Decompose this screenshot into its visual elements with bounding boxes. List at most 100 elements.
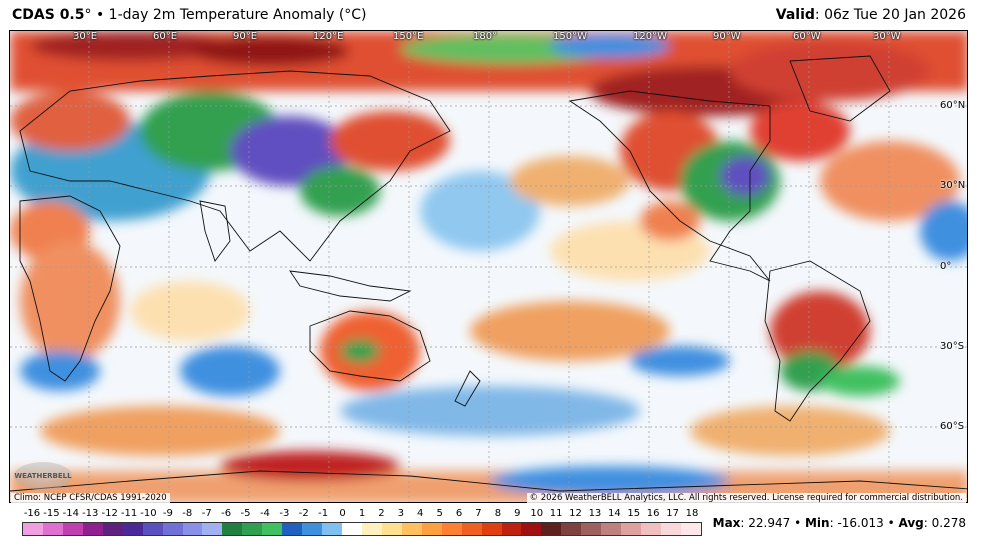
- legend-tick-label: 1: [358, 508, 366, 519]
- min-value: : -16.013: [829, 516, 884, 530]
- legend-swatch: [23, 523, 43, 535]
- avg-label: Avg: [898, 516, 924, 530]
- legend-tick-label: 13: [588, 508, 602, 519]
- legend-swatch: [661, 523, 681, 535]
- product-name: 1-day 2m Temperature Anomaly (°C): [108, 7, 367, 23]
- lon-label: 60°W: [793, 31, 821, 42]
- legend-swatch: [521, 523, 542, 535]
- legend-tick-label: 16: [646, 508, 660, 519]
- lon-label: 120°E: [313, 31, 344, 42]
- avg-value: : 0.278: [923, 516, 966, 530]
- legend-swatch: [82, 523, 103, 535]
- legend-tick-label: 11: [549, 508, 563, 519]
- map-title: CDAS 0.5° • 1-day 2m Temperature Anomaly…: [12, 7, 367, 23]
- color-legend: -16 -15 -14 -13 -12 -11 -10 -9 -8 -7 -6 -5 -4 -3 -2 -1 0…: [22, 508, 702, 543]
- degree-sign: °: [84, 7, 92, 23]
- legend-swatch: [621, 523, 642, 535]
- legend-tick-label: 14: [607, 508, 621, 519]
- lon-label: 30°E: [73, 31, 98, 42]
- legend-swatch: [62, 523, 83, 535]
- legend-tick-label: 17: [666, 508, 679, 519]
- valid-time: Valid: 06z Tue 20 Jan 2026: [776, 7, 966, 23]
- weatherbell-logo: WEATHERBELL: [14, 462, 72, 490]
- legend-swatch: [322, 523, 342, 535]
- legend-tick-label: 15: [627, 508, 641, 519]
- legend-swatch: [680, 523, 701, 535]
- legend-swatch: [122, 523, 143, 535]
- lat-lon-grid: [10, 31, 967, 502]
- legend-tick-label: -13: [82, 508, 99, 519]
- legend-swatch: [222, 523, 243, 535]
- legend-swatch: [441, 523, 462, 535]
- legend-swatch: [641, 523, 661, 535]
- lon-label: 150°W: [553, 31, 587, 42]
- lon-label: 90°W: [713, 31, 741, 42]
- legend-swatch: [481, 523, 502, 535]
- legend-tick-label: 9: [514, 508, 521, 519]
- legend-swatch: [501, 523, 522, 535]
- legend-tick-label: 8: [494, 508, 502, 519]
- max-value: : 22.947: [740, 516, 791, 530]
- legend-tick-label: 10: [530, 508, 544, 519]
- legend-tick-label: 7: [475, 508, 482, 519]
- valid-value: : 06z Tue 20 Jan 2026: [814, 7, 966, 23]
- header: CDAS 0.5° • 1-day 2m Temperature Anomaly…: [0, 0, 984, 30]
- legend-swatch: [421, 523, 442, 535]
- legend-bar: [22, 522, 702, 536]
- legend-swatch: [342, 523, 362, 535]
- lat-label: 30°N: [940, 180, 966, 191]
- legend-tick-label: -5: [240, 508, 251, 519]
- legend-tick-label: -1: [318, 508, 329, 519]
- legend-swatch: [381, 523, 402, 535]
- legend-tick-label: -14: [62, 508, 79, 519]
- legend-swatch: [202, 523, 223, 535]
- legend-swatch: [361, 523, 382, 535]
- legend-tick-label: 18: [685, 508, 699, 519]
- lon-label: 120°W: [633, 31, 667, 42]
- legend-tick-label: 4: [417, 508, 424, 519]
- lat-label: 60°N: [940, 100, 966, 111]
- legend-swatch: [581, 523, 602, 535]
- anomaly-map[interactable]: [9, 30, 968, 503]
- lon-label: 90°E: [233, 31, 258, 42]
- legend-tick-label: -11: [120, 508, 138, 519]
- legend-swatch: [282, 523, 303, 535]
- lat-label: 60°S: [940, 421, 965, 432]
- model-name: CDAS 0.5: [12, 7, 85, 23]
- legend-tick-label: 2: [378, 508, 385, 519]
- legend-swatch: [182, 523, 203, 535]
- field-stats: Max: 22.947 • Min: -16.013 • Avg: 0.278: [713, 516, 966, 530]
- legend-tick-label: -4: [259, 508, 270, 519]
- legend-swatch: [142, 523, 163, 535]
- legend-swatch: [601, 523, 622, 535]
- lat-label: 0°: [940, 261, 952, 272]
- legend-tick-label: -12: [101, 508, 118, 519]
- lon-label: 60°E: [153, 31, 178, 42]
- max-label: Max: [712, 516, 741, 530]
- anomaly-field: [10, 31, 967, 502]
- legend-swatch: [561, 523, 582, 535]
- lat-label: 30°S: [940, 341, 965, 352]
- legend-swatch: [262, 523, 283, 535]
- legend-swatch: [242, 523, 263, 535]
- legend-tick-label: 0: [339, 508, 346, 519]
- title-bullet: •: [95, 7, 105, 23]
- lon-label: 180°: [473, 31, 498, 42]
- legend-tick-label: -9: [162, 508, 173, 519]
- legend-swatch: [102, 523, 123, 535]
- legend-tick-label: -3: [279, 508, 290, 519]
- min-label: Min: [804, 516, 830, 530]
- stats-sep-2: •: [883, 516, 899, 530]
- lon-label: 150°E: [393, 31, 424, 42]
- map-canvas: [10, 31, 967, 502]
- stats-sep-1: •: [790, 516, 805, 530]
- lon-label: 30°W: [873, 31, 901, 42]
- legend-swatch: [541, 523, 562, 535]
- legend-tick-label: 12: [569, 508, 582, 519]
- legend-swatch: [162, 523, 183, 535]
- climo-credit: Climo: NCEP CFSR/CDAS 1991-2020: [11, 493, 170, 503]
- legend-tick-label: 5: [436, 508, 443, 519]
- legend-swatch: [302, 523, 323, 535]
- valid-label: Valid: [775, 7, 815, 23]
- legend-tick-label: 3: [397, 508, 404, 519]
